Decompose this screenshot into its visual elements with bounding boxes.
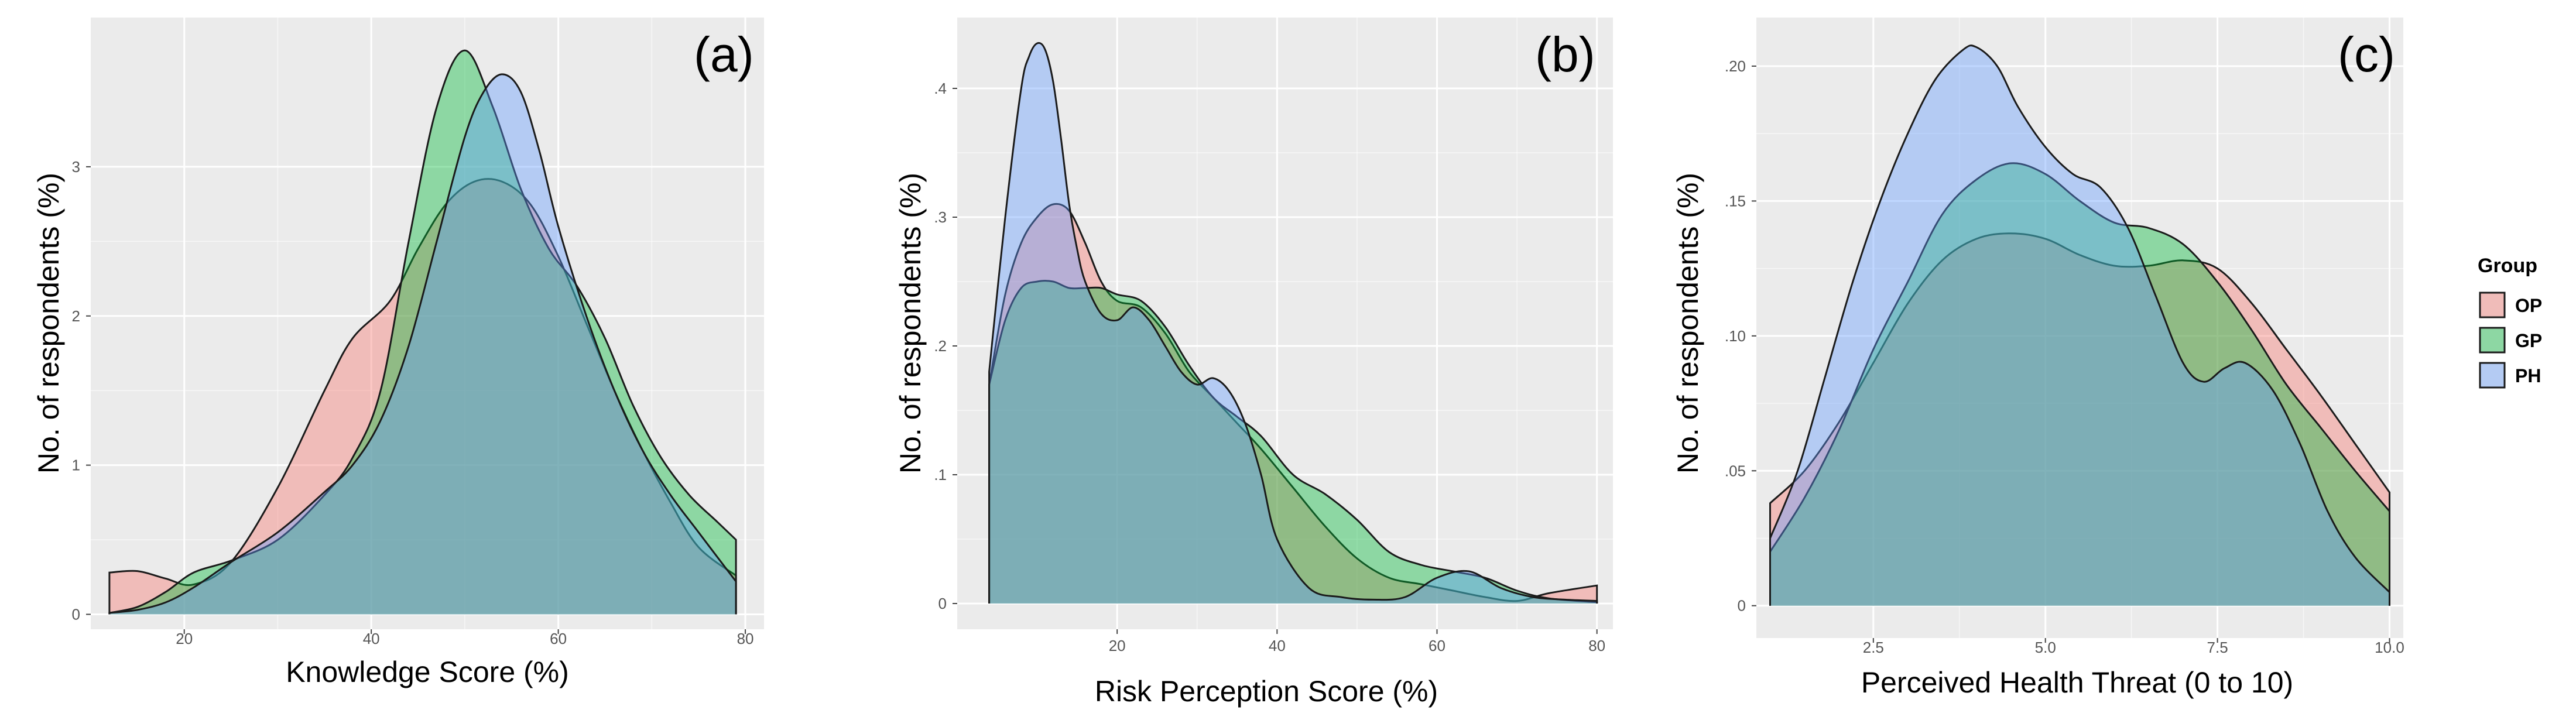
density-area-gp: [109, 50, 737, 615]
y-tick-label: 1: [72, 457, 80, 474]
density-area-op: [109, 179, 737, 615]
y-tick-label: 0: [72, 606, 80, 623]
panel-a-y-axis-title: No. of respondents (%): [32, 173, 65, 474]
y-tick-label: .2: [934, 337, 947, 355]
legend-swatch-gp: [2479, 327, 2506, 354]
panel-b-grid: [957, 18, 1613, 629]
legend-swatch-op: [2479, 292, 2506, 318]
panel-a-grid: [91, 18, 764, 629]
panel-b-y-axis-title: No. of respondents (%): [894, 173, 927, 474]
density-area-gp: [1770, 163, 2390, 606]
x-tick-label: 20: [176, 630, 193, 647]
y-tick-label: .1: [934, 466, 947, 484]
density-outline-ph: [108, 73, 737, 615]
x-tick-label: 10.0: [2375, 639, 2404, 656]
panel-c: 2.5 5.0 7.5 10.0 0 .05 .10 .15 .20 (c) Perceived…: [1671, 18, 2404, 699]
y-tick-label: .15: [1725, 192, 1746, 210]
density-outline-op: [1769, 232, 2390, 606]
panel-c-density-areas: [1769, 44, 2390, 606]
panel-b: 20 40 60 80 0 .1 .2 .3 .4 (b) Risk Perception Sc…: [894, 18, 1613, 708]
legend-swatch-ph: [2479, 362, 2506, 389]
panel-c-ticks: 2.5 5.0 7.5 10.0 0 .05 .10 .15 .20: [1725, 57, 2404, 656]
x-tick-label: 40: [363, 630, 380, 647]
legend-label-gp: GP: [2515, 330, 2542, 351]
x-tick-label: 60: [1429, 637, 1445, 654]
panel-b-label: (b): [1535, 27, 1595, 82]
panel-a-x-axis-title: Knowledge Score (%): [286, 656, 569, 688]
density-area-gp: [989, 280, 1597, 604]
y-tick-label: .10: [1725, 327, 1746, 345]
density-outline-gp: [988, 280, 1598, 604]
y-tick-label: 0: [938, 595, 947, 612]
panel-a-ticks: 20 40 60 80 0 1 2 3: [72, 158, 754, 647]
panel-b-background: [957, 18, 1613, 629]
panel-b-density-areas: [988, 42, 1598, 604]
panel-a-density-areas: [108, 49, 737, 615]
density-area-ph: [989, 43, 1597, 604]
y-tick-label: .4: [934, 80, 947, 97]
x-tick-label: 5.0: [2035, 639, 2056, 656]
y-tick-label: 3: [72, 158, 80, 176]
y-tick-label: .3: [934, 208, 947, 226]
legend-title: Group: [2478, 255, 2537, 277]
panel-c-x-axis-title: Perceived Health Threat (0 to 10): [1861, 666, 2293, 699]
density-outline-gp: [1769, 162, 2390, 606]
panel-c-background: [1756, 18, 2403, 638]
legend-key-bg-op: [2480, 293, 2505, 317]
y-tick-label: .05: [1725, 462, 1746, 479]
panel-c-label: (c): [2338, 27, 2395, 82]
x-tick-label: 40: [1269, 637, 1286, 654]
y-tick-label: 0: [1738, 597, 1746, 615]
panel-b-x-axis-title: Risk Perception Score (%): [1095, 675, 1438, 708]
y-tick-label: .20: [1725, 57, 1746, 75]
legend-label-ph: PH: [2515, 365, 2541, 386]
panel-c-y-axis-title: No. of respondents (%): [1671, 173, 1704, 474]
panel-a-label: (a): [694, 27, 754, 82]
legend: Group OP GP PH: [2478, 255, 2542, 389]
density-area-op: [989, 204, 1597, 604]
legend-key-bg-gp: [2480, 328, 2505, 352]
panel-c-grid: [1756, 18, 2403, 638]
density-outline-ph: [988, 42, 1598, 604]
density-outline-ph: [1769, 44, 2390, 606]
density-area-ph: [109, 74, 737, 615]
legend-keys: OP GP PH: [2479, 292, 2542, 389]
x-tick-label: 2.5: [1863, 639, 1884, 656]
legend-label-op: OP: [2515, 295, 2542, 316]
x-tick-label: 7.5: [2207, 639, 2228, 656]
y-tick-label: 2: [72, 307, 80, 325]
legend-key-bg-ph: [2480, 363, 2505, 388]
x-tick-label: 80: [737, 630, 754, 647]
panel-b-ticks: 20 40 60 80 0 .1 .2 .3 .4: [934, 80, 1605, 654]
x-tick-label: 20: [1109, 637, 1126, 654]
x-tick-label: 60: [550, 630, 567, 647]
panel-a: 20 40 60 80 0 1 2 3 (a) Knowledge Score (%) No.…: [32, 18, 764, 688]
density-area-op: [1770, 233, 2390, 606]
density-area-ph: [1770, 45, 2390, 606]
x-tick-label: 80: [1588, 637, 1605, 654]
